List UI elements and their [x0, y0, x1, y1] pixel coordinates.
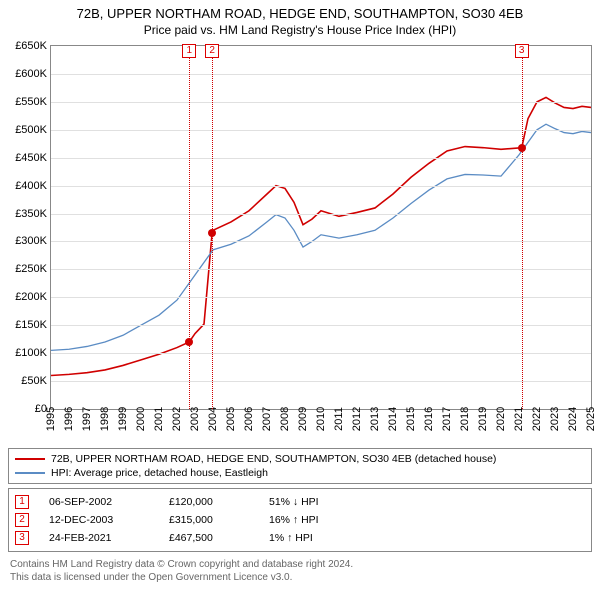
ytick-label: £350K — [15, 208, 47, 220]
plot-box: £0£50K£100K£150K£200K£250K£300K£350K£400… — [50, 45, 592, 410]
event-date: 12-DEC-2003 — [49, 514, 149, 526]
event-dot-3 — [518, 144, 526, 152]
event-line-2 — [212, 46, 213, 409]
xtick-label: 2011 — [333, 407, 345, 431]
event-row-1: 1 06-SEP-2002 £120,000 51% ↓ HPI — [15, 493, 585, 511]
footnote-line2: This data is licensed under the Open Gov… — [10, 571, 590, 584]
ytick-label: £200K — [15, 291, 47, 303]
legend-row-price-paid: 72B, UPPER NORTHAM ROAD, HEDGE END, SOUT… — [15, 452, 585, 466]
xtick-label: 2000 — [135, 407, 147, 431]
gridline-h — [51, 353, 591, 354]
event-delta: 16% ↑ HPI — [269, 514, 369, 526]
xtick-label: 2020 — [495, 407, 507, 431]
ytick-label: £250K — [15, 263, 47, 275]
event-marker-2: 2 — [205, 44, 219, 58]
event-date: 06-SEP-2002 — [49, 496, 149, 508]
event-row-2: 2 12-DEC-2003 £315,000 16% ↑ HPI — [15, 511, 585, 529]
xtick-label: 2007 — [261, 407, 273, 431]
xtick-label: 2003 — [189, 407, 201, 431]
event-date: 24-FEB-2021 — [49, 532, 149, 544]
title-line2: Price paid vs. HM Land Registry's House … — [10, 23, 590, 37]
xtick-label: 2006 — [243, 407, 255, 431]
event-marker-1: 1 — [182, 44, 196, 58]
ytick-label: £650K — [15, 40, 47, 52]
xtick-label: 2024 — [567, 407, 579, 431]
event-price: £467,500 — [169, 532, 249, 544]
xtick-label: 2025 — [585, 407, 597, 431]
xtick-label: 2022 — [531, 407, 543, 431]
xtick-label: 2023 — [549, 407, 561, 431]
series-price_paid — [51, 97, 591, 375]
gridline-h — [51, 325, 591, 326]
events-table: 1 06-SEP-2002 £120,000 51% ↓ HPI 2 12-DEC-200… — [8, 488, 592, 552]
ytick-label: £550K — [15, 96, 47, 108]
event-marker-3: 3 — [515, 44, 529, 58]
footnote-line1: Contains HM Land Registry data © Crown c… — [10, 558, 590, 571]
xtick-label: 2009 — [297, 407, 309, 431]
xtick-label: 2015 — [405, 407, 417, 431]
xtick-label: 1999 — [117, 407, 129, 431]
legend-swatch-hpi — [15, 472, 45, 474]
xtick-label: 2002 — [171, 407, 183, 431]
legend-label-price-paid: 72B, UPPER NORTHAM ROAD, HEDGE END, SOUT… — [51, 453, 496, 465]
ytick-label: £500K — [15, 124, 47, 136]
event-delta: 51% ↓ HPI — [269, 496, 369, 508]
event-line-1 — [189, 46, 190, 409]
legend: 72B, UPPER NORTHAM ROAD, HEDGE END, SOUT… — [8, 448, 592, 484]
gridline-h — [51, 102, 591, 103]
xtick-label: 1995 — [45, 407, 57, 431]
gridline-h — [51, 186, 591, 187]
event-dot-1 — [185, 338, 193, 346]
gridline-h — [51, 130, 591, 131]
ytick-label: £300K — [15, 235, 47, 247]
event-dot-2 — [208, 229, 216, 237]
ytick-label: £450K — [15, 152, 47, 164]
gridline-h — [51, 158, 591, 159]
xtick-label: 2013 — [369, 407, 381, 431]
ytick-label: £50K — [21, 375, 47, 387]
xtick-label: 1996 — [63, 407, 75, 431]
gridline-h — [51, 297, 591, 298]
gridline-h — [51, 269, 591, 270]
xtick-label: 2012 — [351, 407, 363, 431]
gridline-h — [51, 214, 591, 215]
xtick-label: 2018 — [459, 407, 471, 431]
event-num: 3 — [15, 531, 29, 545]
legend-swatch-price-paid — [15, 458, 45, 460]
ytick-label: £100K — [15, 347, 47, 359]
title-line1: 72B, UPPER NORTHAM ROAD, HEDGE END, SOUT… — [10, 6, 590, 21]
event-num: 1 — [15, 495, 29, 509]
figure: 72B, UPPER NORTHAM ROAD, HEDGE END, SOUT… — [0, 0, 600, 590]
event-price: £315,000 — [169, 514, 249, 526]
event-line-3 — [522, 46, 523, 409]
xtick-label: 1998 — [99, 407, 111, 431]
event-row-3: 3 24-FEB-2021 £467,500 1% ↑ HPI — [15, 529, 585, 547]
xtick-label: 2005 — [225, 407, 237, 431]
title-block: 72B, UPPER NORTHAM ROAD, HEDGE END, SOUT… — [0, 0, 600, 41]
xtick-label: 2021 — [513, 407, 525, 431]
chart-lines — [51, 46, 591, 409]
gridline-h — [51, 74, 591, 75]
xtick-label: 2014 — [387, 407, 399, 431]
xtick-label: 2016 — [423, 407, 435, 431]
xtick-label: 2017 — [441, 407, 453, 431]
xtick-label: 2010 — [315, 407, 327, 431]
legend-label-hpi: HPI: Average price, detached house, East… — [51, 467, 268, 479]
ytick-label: £600K — [15, 68, 47, 80]
xtick-label: 2001 — [153, 407, 165, 431]
ytick-label: £400K — [15, 180, 47, 192]
event-delta: 1% ↑ HPI — [269, 532, 369, 544]
legend-row-hpi: HPI: Average price, detached house, East… — [15, 466, 585, 480]
xtick-label: 2008 — [279, 407, 291, 431]
xtick-label: 1997 — [81, 407, 93, 431]
gridline-h — [51, 241, 591, 242]
footnote: Contains HM Land Registry data © Crown c… — [0, 554, 600, 590]
gridline-h — [51, 381, 591, 382]
xtick-label: 2004 — [207, 407, 219, 431]
event-price: £120,000 — [169, 496, 249, 508]
chart-area: £0£50K£100K£150K£200K£250K£300K£350K£400… — [0, 41, 600, 446]
xtick-label: 2019 — [477, 407, 489, 431]
ytick-label: £150K — [15, 319, 47, 331]
event-num: 2 — [15, 513, 29, 527]
